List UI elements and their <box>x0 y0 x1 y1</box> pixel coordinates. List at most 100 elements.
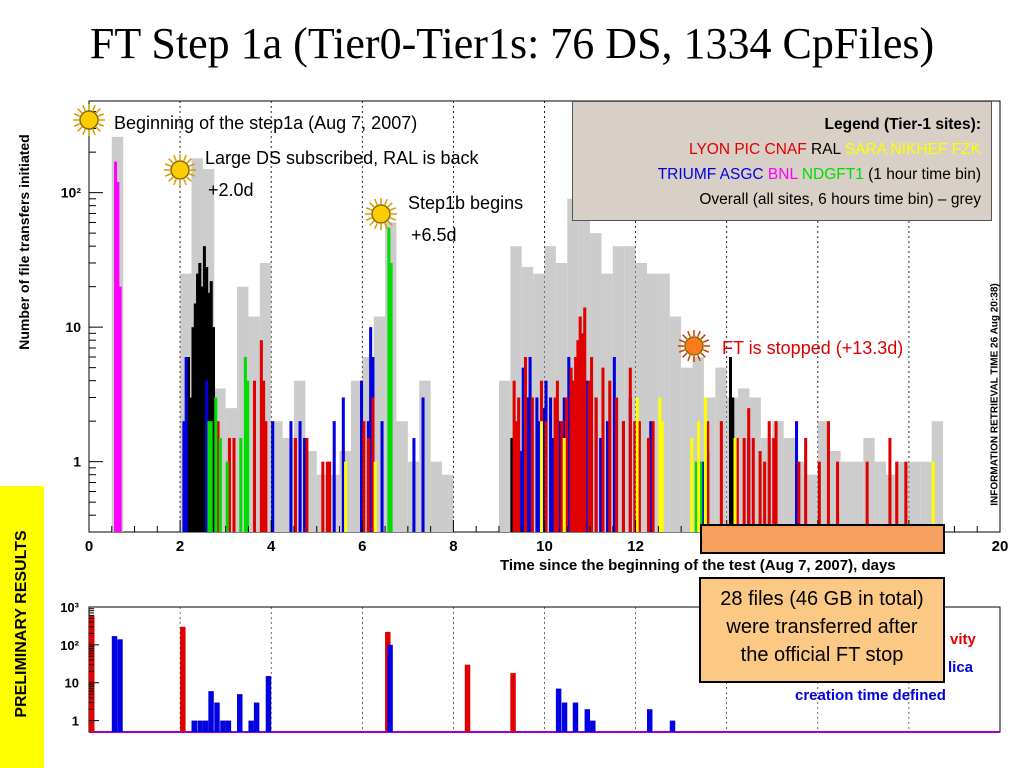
series-bar-triumf-asgc <box>182 421 186 532</box>
overall-bar <box>886 474 898 532</box>
series-bar-bnl <box>118 286 122 532</box>
series-bar-lyon-pic-cnaf <box>651 421 655 532</box>
overall-bar <box>863 437 875 532</box>
bottom-bar <box>572 702 579 732</box>
legend-entry-asgc: ASGC <box>716 166 764 183</box>
bottom-bar <box>237 694 243 732</box>
series-bar-lyon-pic-cnaf <box>362 421 366 532</box>
series-bar-triumf-asgc <box>605 421 610 532</box>
series-bar-ral <box>196 273 200 532</box>
post-stop-period-highlight <box>700 524 945 554</box>
series-bar-lyon-pic-cnaf <box>772 437 776 532</box>
overall-bar <box>305 451 317 532</box>
series-bar-lyon-pic-cnaf <box>544 421 548 532</box>
series-bar-sara-nikhef-fzk <box>703 397 707 532</box>
series-bar-lyon-pic-cnaf <box>758 451 762 532</box>
legend-entry-lyon: LYON <box>688 141 731 158</box>
series-bar-sara-nikhef-fzk <box>697 421 701 532</box>
overall-bar <box>908 461 921 532</box>
overall-bar <box>840 461 852 532</box>
series-bar-triumf-asgc <box>551 437 555 532</box>
series-bar-lyon-pic-cnaf <box>774 421 778 532</box>
series-bar-sara-nikhef-fzk <box>733 437 737 532</box>
series-bar-lyon-pic-cnaf <box>553 397 557 532</box>
overall-bar <box>225 408 238 532</box>
overall-bar <box>817 421 830 532</box>
overall-bar <box>635 262 647 532</box>
bottom-legend-line1: vity <box>950 631 976 648</box>
series-bar-lyon-pic-cnaf <box>628 367 632 532</box>
overall-bar <box>658 273 670 532</box>
series-bar-triumf-asgc <box>421 397 425 532</box>
series-bar-triumf-asgc <box>542 408 546 532</box>
series-bar-triumf-asgc <box>332 421 336 532</box>
bottom-bar <box>248 720 254 732</box>
series-bar-lyon-pic-cnaf <box>514 421 518 532</box>
legend-entry-bnl: BNL <box>763 166 798 183</box>
series-bar-triumf-asgc <box>271 421 275 532</box>
overall-bar <box>442 474 454 532</box>
series-bar-ral <box>193 303 197 532</box>
series-bar-ral <box>510 437 514 532</box>
series-bar-lyon-pic-cnaf <box>608 380 612 532</box>
annotation-step1b-offset: +6.5d <box>411 225 457 245</box>
series-bar-triumf-asgc <box>380 421 384 532</box>
legend-row2: TRIUMF ASGC BNL NDGFT1 (1 hour time bin) <box>573 162 981 187</box>
series-bar-lyon-pic-cnaf <box>371 397 375 532</box>
series-bar-lyon-pic-cnaf <box>633 421 637 532</box>
bottom-bar <box>220 720 226 732</box>
series-bar-ndgft1 <box>694 461 698 532</box>
overall-bar <box>772 421 784 532</box>
series-bar-lyon-pic-cnaf <box>564 397 569 532</box>
series-bar-triumf-asgc <box>184 356 188 532</box>
bottom-bar <box>561 702 568 732</box>
bottom-y-tick-label: 1 <box>72 714 79 729</box>
sun-icon-large-ds <box>164 154 196 186</box>
y-axis-label: Number of file transfers initiated <box>16 134 32 350</box>
series-bar-lyon-pic-cnaf <box>227 437 231 532</box>
series-bar-lyon-pic-cnaf <box>594 397 598 532</box>
overall-bar <box>920 461 932 532</box>
x-axis-label: Time since the beginning of the test (Au… <box>500 557 896 574</box>
series-bar-lyon-pic-cnaf <box>574 356 578 532</box>
series-bar-lyon-pic-cnaf <box>742 437 746 532</box>
series-bar-lyon-pic-cnaf <box>601 367 605 532</box>
series-bar-lyon-pic-cnaf <box>328 461 332 532</box>
series-bar-ndgft1 <box>207 421 211 532</box>
bottom-y-tick-label: 10 <box>65 676 79 691</box>
bottom-bar <box>555 688 562 732</box>
legend-title: Legend (Tier-1 sites): <box>824 116 981 133</box>
series-bar-ndgft1 <box>389 262 393 532</box>
legend-entry-pic: PIC <box>730 141 761 158</box>
series-bar-lyon-pic-cnaf <box>646 437 651 532</box>
series-bar-lyon-pic-cnaf <box>637 421 641 532</box>
legend-entry-triumf: TRIUMF <box>657 166 717 183</box>
series-bar-lyon-pic-cnaf <box>560 421 564 532</box>
page-title: FT Step 1a (Tier0-Tier1s: 76 DS, 1334 Cp… <box>89 19 935 68</box>
series-bar-sara-nikhef-fzk <box>373 461 377 532</box>
overall-bar <box>806 474 818 532</box>
series-bar-triumf-asgc <box>795 421 799 532</box>
bottom-bar <box>197 720 203 732</box>
series-bar-lyon-pic-cnaf <box>252 380 257 532</box>
series-bar-lyon-pic-cnaf <box>865 461 869 532</box>
series-bar-lyon-pic-cnaf <box>569 367 573 532</box>
series-bar-lyon-pic-cnaf <box>571 380 575 532</box>
overall-bar <box>897 461 909 532</box>
x-tick-label: 12 <box>627 538 644 555</box>
overall-bar <box>510 246 522 532</box>
x-tick-label: 10 <box>536 538 553 555</box>
bottom-bar <box>387 644 393 732</box>
series-bar-ndgft1 <box>225 461 229 532</box>
series-bar-lyon-pic-cnaf <box>590 356 594 532</box>
series-bar-lyon-pic-cnaf <box>576 340 580 532</box>
series-bar-triumf-asgc <box>585 380 589 532</box>
series-bar-lyon-pic-cnaf <box>706 421 710 532</box>
series-bar-sara-nikhef-fzk <box>539 421 543 532</box>
overall-bar <box>350 380 363 532</box>
series-bar-lyon-pic-cnaf <box>305 437 309 532</box>
annotation-step1b: Step1b begins <box>408 193 524 213</box>
bottom-bar <box>208 691 214 732</box>
series-bar-ral <box>731 397 735 532</box>
overall-bar <box>590 233 602 532</box>
